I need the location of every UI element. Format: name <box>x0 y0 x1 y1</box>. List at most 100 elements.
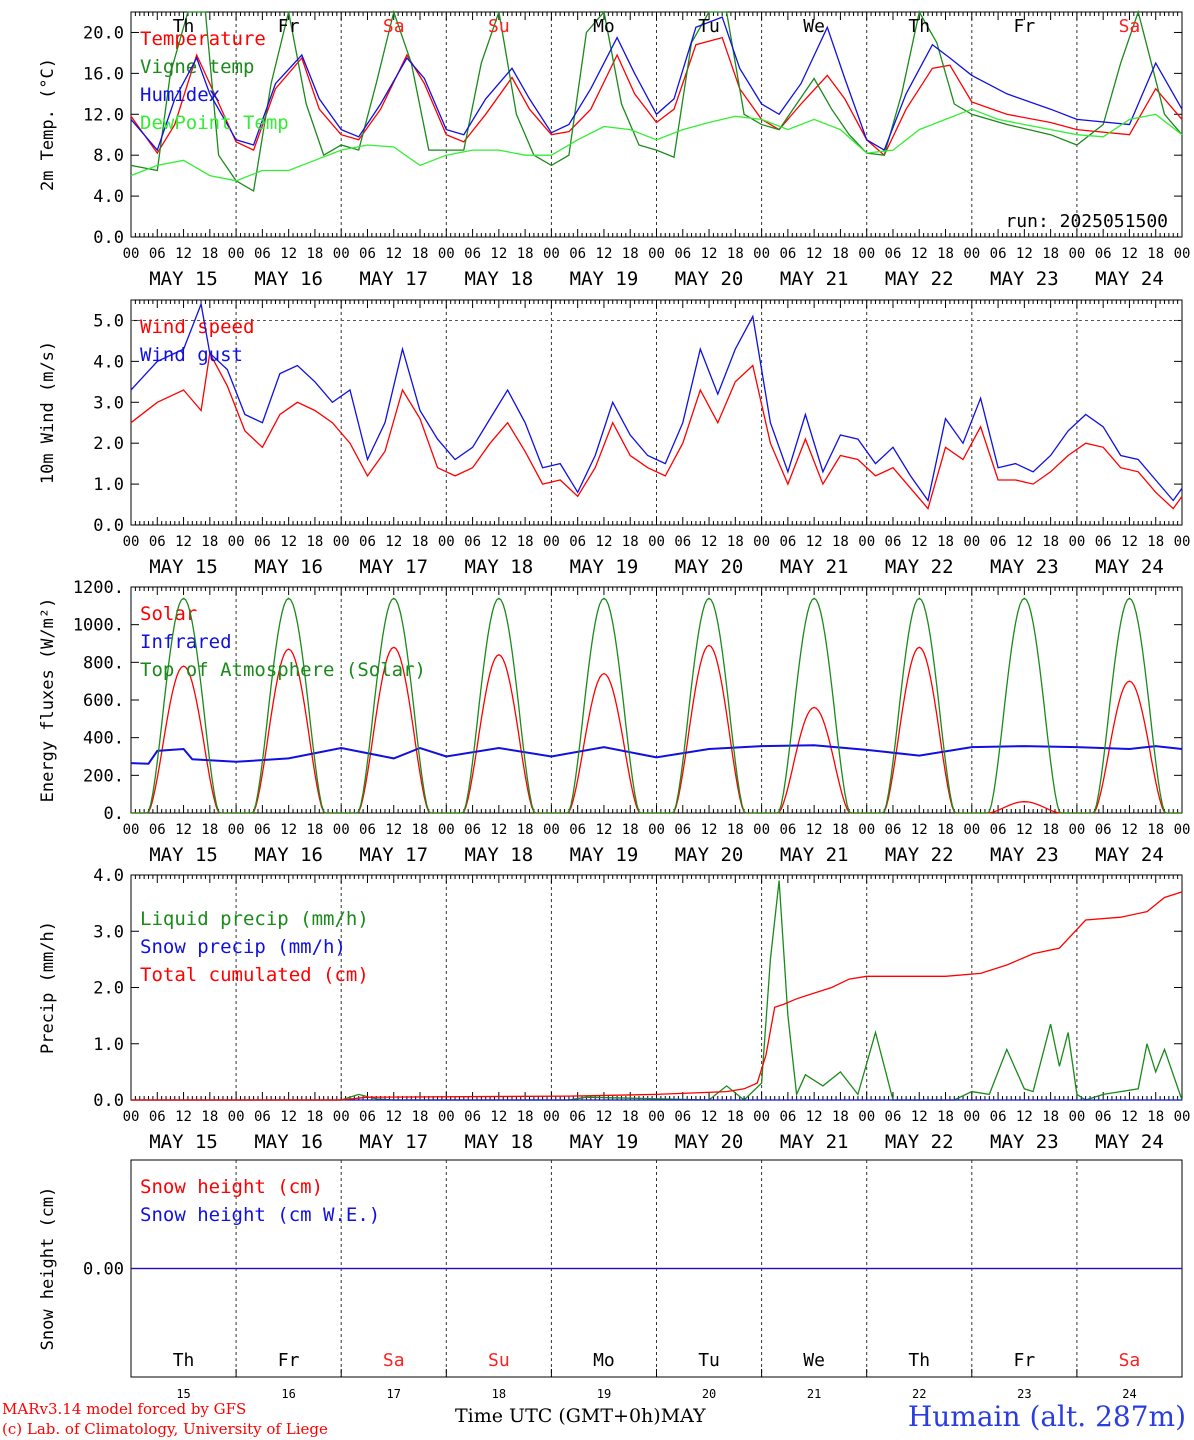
x-hour-label: 06 <box>254 534 271 550</box>
x-hour-label: 00 <box>123 246 140 262</box>
x-date-label: MAY 17 <box>359 1131 428 1153</box>
x-hour-label: 12 <box>806 534 823 550</box>
y-axis-label: Snow height (cm) <box>38 1187 58 1351</box>
x-hour-label: 12 <box>280 246 297 262</box>
weekday-label: Sa <box>383 16 405 37</box>
x-date-label: MAY 21 <box>780 844 849 866</box>
weekday-label: Th <box>908 16 930 37</box>
x-hour-label: 12 <box>385 246 402 262</box>
x-hour-label: 12 <box>280 534 297 550</box>
weekday-label-bottom: Mo <box>593 1350 615 1371</box>
x-hour-label: 06 <box>990 246 1007 262</box>
x-hour-label: 12 <box>490 246 507 262</box>
series-line-infrared <box>130 744 1183 765</box>
x-hour-label: 00 <box>648 246 665 262</box>
x-hour-label: 12 <box>1121 1109 1138 1125</box>
day-number-label: 16 <box>281 1387 295 1401</box>
x-date-label: MAY 19 <box>570 268 639 290</box>
y-tick-label: 4.0 <box>93 866 124 886</box>
y-tick-label: 5.0 <box>93 311 124 331</box>
x-hour-label: 18 <box>201 246 218 262</box>
x-date-label: MAY 17 <box>359 556 428 578</box>
x-hour-label: 06 <box>779 246 796 262</box>
y-tick-label: 3.0 <box>93 922 124 942</box>
x-hour-label: 00 <box>333 246 350 262</box>
x-hour-label: 06 <box>569 534 586 550</box>
x-hour-label: 18 <box>622 246 639 262</box>
day-number-label: 19 <box>597 1387 611 1401</box>
x-hour-label: 18 <box>201 534 218 550</box>
x-hour-label: 06 <box>359 246 376 262</box>
y-axis-label: Precip (mm/h) <box>38 921 58 1054</box>
x-date-label: MAY 16 <box>254 268 323 290</box>
x-hour-label: 06 <box>464 822 481 838</box>
x-hour-label: 12 <box>701 246 718 262</box>
x-axis-label: Time UTC (GMT+0h)MAY <box>455 1405 706 1427</box>
weekday-label-bottom: Th <box>173 1350 195 1371</box>
x-hour-label: 12 <box>1016 822 1033 838</box>
x-hour-label: 12 <box>806 1109 823 1125</box>
x-date-label: MAY 21 <box>780 556 849 578</box>
x-date-label: MAY 24 <box>1095 556 1164 578</box>
x-hour-label: 00 <box>858 246 875 262</box>
x-hour-label: 06 <box>254 1109 271 1125</box>
x-hour-label: 18 <box>1042 246 1059 262</box>
x-hour-label: 12 <box>490 822 507 838</box>
series-line-temperature <box>130 36 1183 157</box>
x-hour-label: 18 <box>622 822 639 838</box>
x-hour-label: 18 <box>1042 822 1059 838</box>
x-hour-label: 12 <box>806 246 823 262</box>
x-hour-label: 06 <box>779 1109 796 1125</box>
x-hour-label: 12 <box>701 534 718 550</box>
x-hour-label: 00 <box>228 822 245 838</box>
credit-line-2: (c) Lab. of Climatology, University of L… <box>2 1420 328 1438</box>
x-hour-label: 06 <box>1095 822 1112 838</box>
x-hour-label: 00 <box>963 534 980 550</box>
x-hour-label: 18 <box>727 534 744 550</box>
x-hour-label: 18 <box>832 534 849 550</box>
x-hour-label: 12 <box>911 822 928 838</box>
legend-entry: Snow precip (mm/h) <box>140 936 346 958</box>
legend-entry: Total cumulated (cm) <box>140 964 369 986</box>
x-hour-label: 12 <box>701 822 718 838</box>
credit-line-1: MARv3.14 model forced by GFS <box>2 1400 247 1418</box>
x-hour-label: 00 <box>1068 822 1085 838</box>
x-hour-label: 18 <box>937 1109 954 1125</box>
x-hour-label: 12 <box>596 1109 613 1125</box>
legend-entry: Wind speed <box>140 316 254 338</box>
weekday-label: We <box>803 16 825 37</box>
x-date-label: MAY 21 <box>780 268 849 290</box>
x-date-label: MAY 20 <box>675 556 744 578</box>
legend-entry: Wind gust <box>140 344 243 366</box>
x-axis-month: MAY <box>660 1405 706 1427</box>
x-hour-label: 06 <box>674 822 691 838</box>
x-hour-label: 06 <box>674 1109 691 1125</box>
x-hour-label: 18 <box>517 534 534 550</box>
x-hour-label: 06 <box>464 246 481 262</box>
y-tick-label: 4.0 <box>93 352 124 372</box>
x-hour-label: 18 <box>937 822 954 838</box>
x-hour-label: 06 <box>149 534 166 550</box>
legend-entry: Liquid precip (mm/h) <box>140 908 369 930</box>
x-hour-label: 12 <box>596 822 613 838</box>
x-hour-label: 06 <box>149 1109 166 1125</box>
x-date-label: MAY 15 <box>149 844 218 866</box>
x-hour-label: 00 <box>333 822 350 838</box>
y-tick-label: 0. <box>104 804 124 824</box>
x-hour-label: 18 <box>306 1109 323 1125</box>
x-axis-title: Time UTC (GMT+0h) <box>455 1405 661 1427</box>
legend-entry: DewPoint Temp <box>140 112 289 134</box>
legend-entry: Vigne temp <box>140 56 254 78</box>
series-line-dewpoint-temp <box>130 108 1183 182</box>
x-hour-label: 06 <box>779 534 796 550</box>
x-date-label: MAY 15 <box>149 1131 218 1153</box>
x-date-label: MAY 23 <box>990 1131 1059 1153</box>
x-date-label: MAY 20 <box>675 844 744 866</box>
x-hour-label: 00 <box>123 1109 140 1125</box>
x-hour-label: 18 <box>937 246 954 262</box>
x-hour-label: 12 <box>1121 246 1138 262</box>
x-date-label: MAY 18 <box>465 844 534 866</box>
x-hour-label: 06 <box>885 534 902 550</box>
weekday-label: Sa <box>1119 16 1141 37</box>
weekday-label-bottom: Su <box>488 1350 510 1371</box>
